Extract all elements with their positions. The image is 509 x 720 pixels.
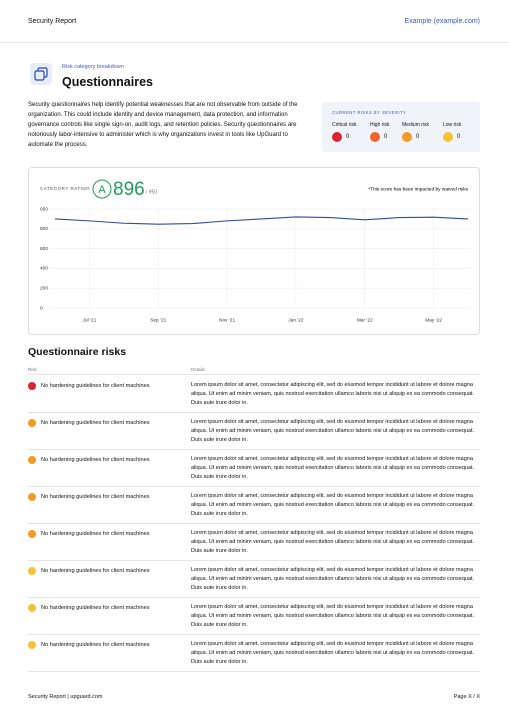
risk-details: Lorem ipsum dolor sit amet, consectetur … — [191, 641, 475, 665]
score: 896 — [113, 179, 145, 200]
risk-details: Lorem ipsum dolor sit amet, consectetur … — [191, 567, 475, 591]
severity-label: Critical risk — [332, 122, 357, 128]
x-tick-label: Nov '21 — [219, 317, 235, 323]
risk-icon — [28, 493, 36, 501]
x-tick-label: May '22 — [425, 317, 442, 323]
header-title: Security Report — [28, 18, 77, 25]
severity-icon — [443, 132, 453, 142]
section-title: Questionnaires — [62, 75, 153, 89]
footer-left: Security Report | upguard.com — [28, 694, 103, 700]
severity-count: 0 — [346, 134, 350, 140]
severity-count: 0 — [384, 134, 388, 140]
risk-row: No hardening guidelines for client machi… — [28, 412, 480, 450]
column-header: Details — [191, 367, 205, 372]
severity-box: CURRENT RISKS BY SEVERITY Critical risk 0… — [322, 102, 480, 152]
risk-row: No hardening guidelines for client machi… — [28, 486, 480, 524]
risk-details: Lorem ipsum dolor sit amet, consectetur … — [191, 419, 475, 443]
y-tick-label: 800 — [40, 226, 48, 232]
severity-count: 0 — [457, 134, 461, 140]
section-eyebrow: Risk category breakdown — [62, 64, 124, 70]
risk-row: No hardening guidelines for client machi… — [28, 375, 480, 413]
chart-card — [28, 167, 480, 335]
risks-title: Questionnaire risks — [28, 346, 127, 358]
risk-icon — [28, 604, 36, 612]
risk-row: No hardening guidelines for client machi… — [28, 634, 480, 672]
risk-details: Lorem ipsum dolor sit amet, consectetur … — [191, 382, 475, 406]
risk-icon — [28, 567, 36, 575]
table-divider — [28, 374, 480, 375]
risk-title: No hardening guidelines for client machi… — [41, 457, 150, 463]
grade-circle — [92, 179, 112, 199]
x-tick-label: Jan '22 — [288, 317, 304, 323]
chart-note: *This score has been impacted by waived … — [368, 186, 468, 192]
risk-title: No hardening guidelines for client machi… — [41, 605, 150, 611]
severity-count: 0 — [416, 134, 420, 140]
y-tick-label: 0 — [40, 305, 43, 311]
risk-title: No hardening guidelines for client machi… — [41, 420, 150, 426]
risk-title: No hardening guidelines for client machi… — [41, 494, 150, 500]
risk-title: No hardening guidelines for client machi… — [41, 642, 150, 648]
score-max: / 950 — [146, 189, 157, 195]
line — [54, 216, 469, 225]
risk-row: No hardening guidelines for client machi… — [28, 560, 480, 598]
header-site: Example (example.com) — [404, 18, 480, 25]
severity-title: CURRENT RISKS BY SEVERITY — [332, 110, 407, 115]
risk-details: Lorem ipsum dolor sit amet, consectetur … — [191, 493, 475, 517]
risk-row: No hardening guidelines for client machi… — [28, 523, 480, 561]
risk-title: No hardening guidelines for client machi… — [41, 531, 150, 537]
risk-row: No hardening guidelines for client machi… — [28, 597, 480, 635]
risk-icon — [28, 456, 36, 464]
section-description: Security questionnaires help identify po… — [28, 102, 298, 148]
risk-title: No hardening guidelines for client machi… — [41, 568, 150, 574]
y-tick-label: 950 — [40, 206, 48, 212]
x-tick-label: Sep '21 — [150, 317, 166, 323]
footer-right: Page X / X — [453, 694, 480, 700]
y-tick-label: 400 — [40, 266, 48, 272]
severity-label: High risk — [370, 122, 390, 128]
severity-label: Low risk — [443, 122, 462, 128]
y-tick-label: 600 — [40, 246, 48, 252]
risk-icon — [28, 530, 36, 538]
chart: CATEGORY RATING A 896/ 950 *This score has … — [40, 179, 470, 323]
risk-details: Lorem ipsum dolor sit amet, consectetur … — [191, 456, 475, 480]
header-divider — [0, 42, 509, 43]
column-header: Risk — [28, 367, 37, 372]
severity-label: Medium risk — [402, 122, 429, 128]
grade: A — [98, 184, 106, 196]
risk-icon — [28, 419, 36, 427]
risk-icon — [28, 641, 36, 649]
risk-icon — [28, 382, 36, 390]
risk-details: Lorem ipsum dolor sit amet, consectetur … — [191, 604, 475, 628]
section-icon — [30, 63, 52, 85]
severity-icon — [332, 132, 342, 142]
x-tick-label: Mar '22 — [357, 317, 373, 323]
risk-details: Lorem ipsum dolor sit amet, consectetur … — [191, 530, 475, 554]
risk-title: No hardening guidelines for client machi… — [41, 383, 150, 389]
severity-icon — [402, 132, 412, 142]
severity-icon — [370, 132, 380, 142]
x-tick-label: Jul '21 — [83, 317, 97, 323]
risk-row: No hardening guidelines for client machi… — [28, 449, 480, 487]
rating-label: CATEGORY RATING — [40, 186, 90, 191]
y-tick-label: 200 — [40, 285, 48, 291]
